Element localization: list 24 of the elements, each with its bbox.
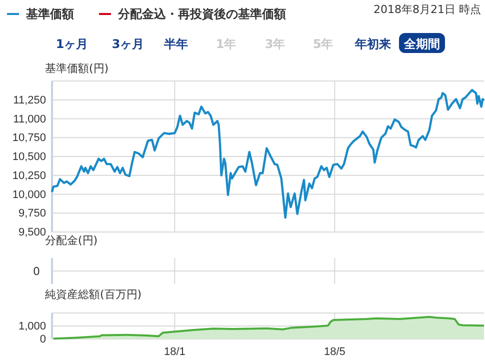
text: 年初来 (354, 37, 391, 51)
legend-label: 分配金込・再投資後の基準価額 (117, 7, 286, 21)
text: 3ヶ月 (112, 37, 144, 51)
y-tick-label: 0 (40, 334, 46, 346)
text: 全期間 (403, 37, 440, 51)
y-tick-label: 11,250 (13, 94, 46, 106)
y-tick-label: 10,250 (12, 170, 46, 182)
y-axis-title: 純資産総額(百万円) (45, 288, 142, 301)
text: 分配金(円) (45, 234, 98, 247)
line-series (50, 88, 485, 219)
y-tick-label: 10,000 (12, 188, 46, 201)
text: 1ヶ月 (56, 37, 88, 51)
legend-label: 基準価額 (25, 7, 74, 21)
text: 2018年8月21日 時点 (374, 3, 481, 16)
x-tick-label: 18/1 (164, 346, 186, 358)
y-tick-label: 10,750 (12, 132, 46, 144)
y-tick-label: 9,750 (18, 208, 46, 220)
y-tick-label: 9,500 (18, 226, 46, 239)
y-axis-title: 基準価額(円) (45, 62, 109, 75)
y-tick-label: 1,000 (18, 320, 46, 333)
y-tick-label: 11,000 (13, 113, 46, 126)
x-tick-label: 18/5 (324, 346, 346, 358)
y-tick-label: 10,500 (12, 151, 46, 164)
text: 半年 (163, 37, 188, 51)
